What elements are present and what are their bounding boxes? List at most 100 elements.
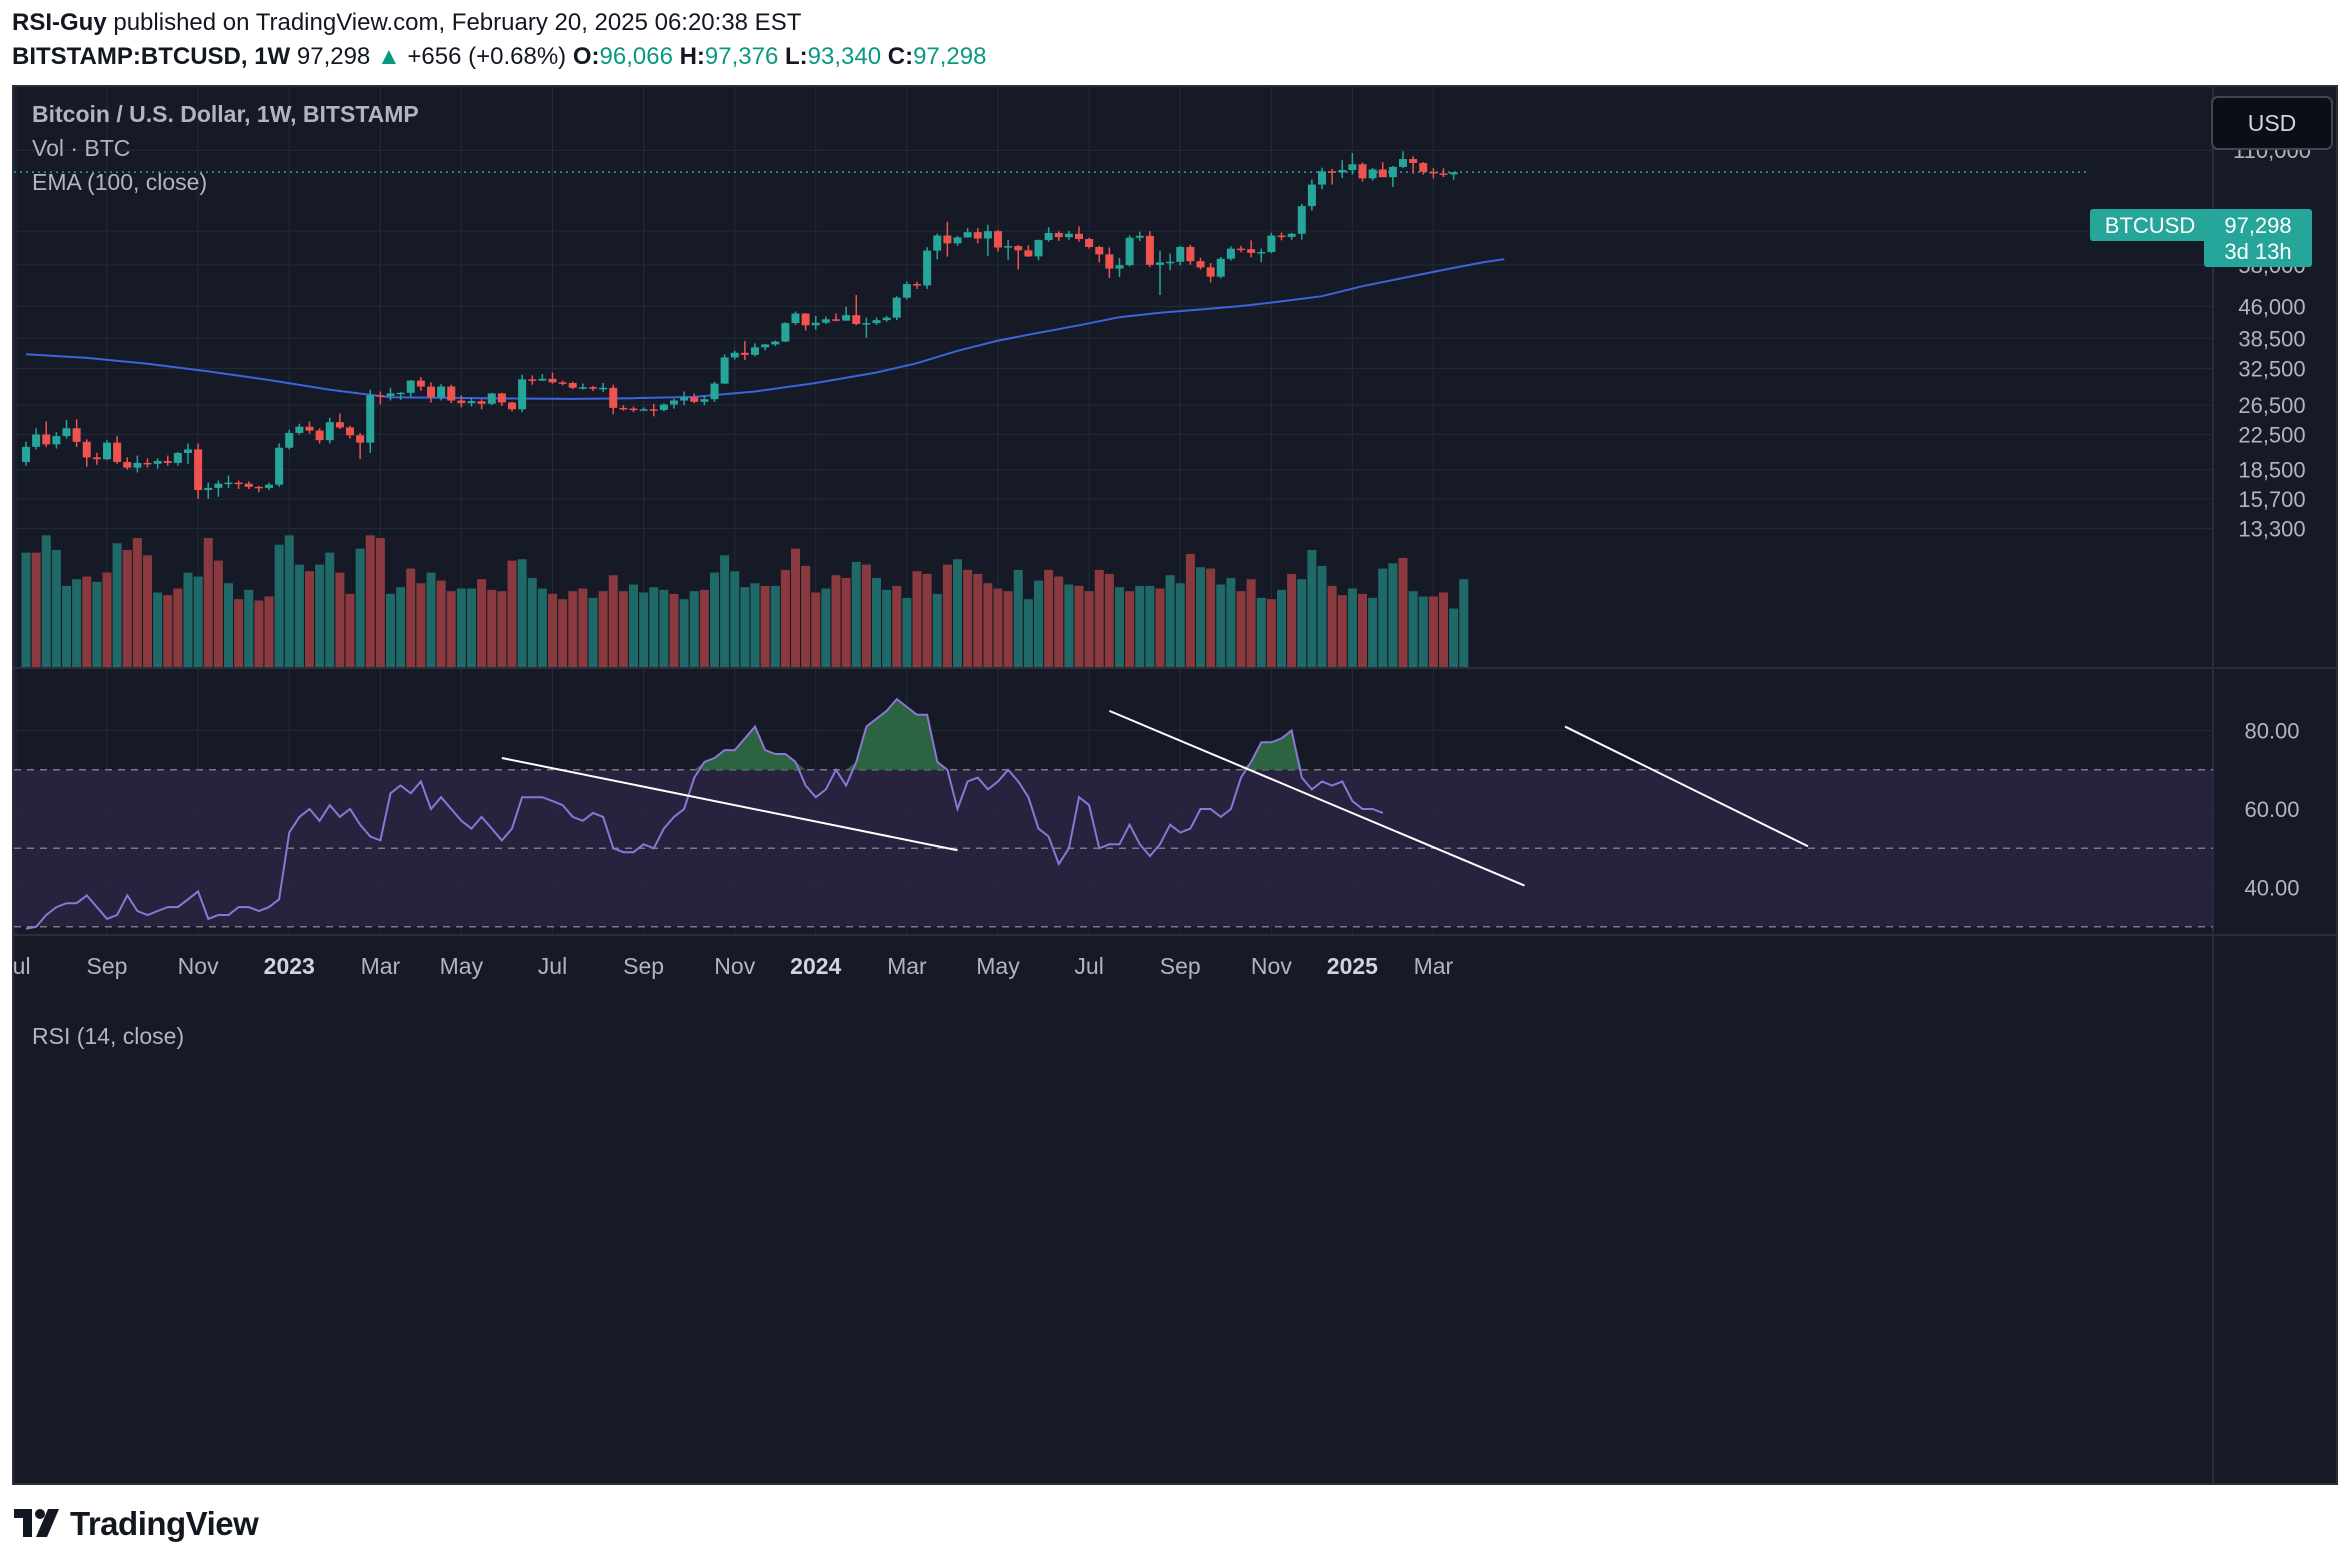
time-axis-label: 2023 xyxy=(264,953,315,979)
price-axis-label: 13,300 xyxy=(2238,517,2305,542)
volume-bar xyxy=(1185,553,1195,667)
volume-bar xyxy=(1378,568,1388,667)
candle-body xyxy=(740,352,749,355)
volume-bar xyxy=(537,588,547,667)
volume-bar xyxy=(760,585,770,667)
time-axis-label: Mar xyxy=(361,953,401,979)
candle-body xyxy=(305,426,314,431)
volume-bar xyxy=(264,596,274,667)
ohlc-line: BITSTAMP:BTCUSD, 1W 97,298 ▲ +656 (+0.68… xyxy=(12,40,2342,74)
candle-body xyxy=(1429,171,1438,174)
volume-bar xyxy=(234,599,244,667)
brand-name: TradingView xyxy=(70,1505,259,1542)
candle-body xyxy=(72,428,81,442)
volume-bar xyxy=(912,571,922,667)
volume-bar xyxy=(588,597,598,667)
candle-body xyxy=(1399,159,1407,167)
candle-body xyxy=(1328,171,1337,173)
candle-body xyxy=(254,486,263,489)
chart-area[interactable]: 110,00070,00058,00046,00038,50032,50026,… xyxy=(12,85,2338,1485)
volume-bar xyxy=(811,592,821,667)
rsi-overbought-fill xyxy=(26,699,1383,770)
candle-body xyxy=(1297,206,1306,234)
volume-bar xyxy=(1013,569,1023,667)
candle-body xyxy=(1054,232,1063,238)
candle-body xyxy=(1186,246,1195,262)
volume-bar xyxy=(1398,557,1408,667)
candle-body xyxy=(852,315,861,324)
candle-body xyxy=(1156,262,1164,265)
rsi-axis-label: 80.00 xyxy=(2244,719,2299,744)
volume-bar xyxy=(1277,589,1286,667)
volume-bar xyxy=(629,584,638,667)
price-axis-label: 46,000 xyxy=(2238,294,2305,319)
volume-bar xyxy=(446,591,456,667)
author-name[interactable]: RSI-Guy xyxy=(12,9,107,36)
candle-body xyxy=(730,352,739,358)
volume-bar xyxy=(375,537,385,667)
candle-body xyxy=(1095,246,1104,255)
volume-bar xyxy=(517,559,527,667)
volume-bar xyxy=(1044,569,1054,667)
candle-body xyxy=(224,482,233,485)
candle-body xyxy=(447,386,456,401)
volume-bar xyxy=(1439,592,1448,667)
candle-body xyxy=(52,436,61,445)
candle-body xyxy=(325,422,334,441)
volume-bar xyxy=(1358,593,1367,667)
high-label: H: xyxy=(679,43,705,70)
time-axis-label: Jul xyxy=(14,953,31,979)
volume-bar xyxy=(1104,573,1114,667)
candle-body xyxy=(801,313,810,326)
candle-body xyxy=(153,461,162,464)
volume-bar xyxy=(1408,591,1418,667)
candle-body xyxy=(1166,261,1175,264)
candle-body xyxy=(265,484,273,488)
volume-bar xyxy=(153,592,163,667)
candle-body xyxy=(548,378,557,383)
candle-body xyxy=(1196,261,1205,268)
legend-rsi: RSI (14, close) xyxy=(32,1023,184,1049)
volume-bar xyxy=(102,572,112,667)
currency-label: USD xyxy=(2248,110,2297,136)
volume-bar xyxy=(163,595,173,667)
volume-bar xyxy=(801,565,811,667)
volume-bar xyxy=(1287,573,1297,667)
chart-canvas[interactable]: 110,00070,00058,00046,00038,50032,50026,… xyxy=(14,87,2336,1483)
volume-bar xyxy=(82,576,92,667)
volume-bar xyxy=(274,544,284,667)
tradingview-logo[interactable]: TradingView xyxy=(14,1502,259,1546)
candle-body xyxy=(832,319,840,321)
volume-bars xyxy=(21,535,1469,667)
candle-body xyxy=(275,447,284,485)
candle-body xyxy=(508,402,516,410)
candle-body xyxy=(710,383,719,400)
rsi-trendline xyxy=(1564,725,1809,848)
volume-bar xyxy=(1449,608,1459,667)
candle-body xyxy=(1338,169,1347,173)
volume-bar xyxy=(365,535,375,667)
candle-body xyxy=(204,487,213,491)
volume-bar xyxy=(568,591,578,667)
volume-bar xyxy=(1307,549,1317,667)
price-axis-label: 32,500 xyxy=(2238,357,2305,382)
high-value: 97,376 xyxy=(704,43,779,70)
candle-body xyxy=(781,323,790,342)
candle-body xyxy=(1267,235,1276,253)
volume-bar xyxy=(1034,580,1043,667)
price-axis-label: 18,500 xyxy=(2238,458,2305,483)
volume-bar xyxy=(1125,591,1135,667)
volume-bar xyxy=(1135,585,1145,667)
volume-bar xyxy=(193,576,203,667)
time-axis-label: Nov xyxy=(178,953,219,979)
volume-bar xyxy=(1317,565,1327,667)
volume-bar xyxy=(973,573,983,667)
candle-body xyxy=(295,426,304,433)
candle-body xyxy=(761,344,770,348)
volume-bar xyxy=(953,559,962,667)
candle-body xyxy=(406,380,415,393)
currency-button[interactable] xyxy=(2211,96,2333,150)
volume-bar xyxy=(831,575,841,667)
legend-layer: Bitcoin / U.S. Dollar, 1W, BITSTAMP Vol … xyxy=(32,101,419,1049)
rsi-trendlines xyxy=(501,709,1809,887)
